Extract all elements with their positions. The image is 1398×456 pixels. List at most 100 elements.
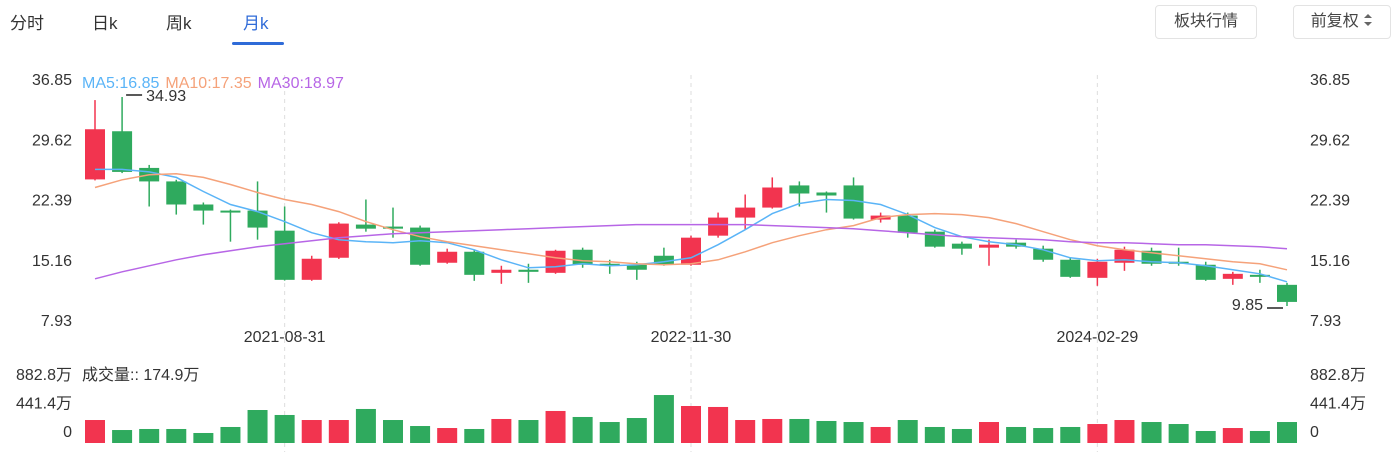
volume-bar <box>762 418 783 443</box>
volume-bar <box>518 420 539 443</box>
candle-body <box>951 243 972 249</box>
volume-bar <box>166 428 187 443</box>
candle-body <box>410 227 431 265</box>
y-tick-label-right: 36.85 <box>1310 72 1350 89</box>
tab-underline <box>232 42 284 45</box>
volume-bar <box>139 428 160 443</box>
candle-body <box>518 269 539 272</box>
candle-body <box>979 244 999 248</box>
candle-body <box>816 192 837 196</box>
candle-body <box>681 237 701 265</box>
x-tick-label: 2024-02-29 <box>1056 329 1138 346</box>
volume-bar <box>193 432 214 443</box>
volume-bar <box>735 420 756 443</box>
volume-bar <box>653 395 674 443</box>
tab[interactable]: 月k <box>243 14 269 33</box>
volume-bar <box>599 422 620 443</box>
volume-bar <box>681 406 701 443</box>
y-tick-label-right: 7.93 <box>1310 313 1341 330</box>
volume-bar <box>1277 422 1297 443</box>
x-tick-label: 2022-11-30 <box>651 329 732 346</box>
candle-body <box>464 251 485 275</box>
volume-bar <box>870 426 891 443</box>
candle-body <box>491 269 512 273</box>
volume-bar <box>816 420 837 443</box>
legend-entry: MA10:17.35 <box>165 75 251 92</box>
candle-body <box>1222 273 1243 279</box>
candle-body <box>437 251 458 263</box>
candle-body <box>545 250 566 273</box>
volume-bar <box>843 422 864 443</box>
toolbar: 分时 日k 周k 月k 板块行情 前复权 <box>0 0 1398 60</box>
candle-body <box>328 223 349 258</box>
candle-body <box>139 167 160 182</box>
volume-bar <box>1141 422 1162 443</box>
sort-icon <box>1364 14 1373 26</box>
ma-line <box>94 173 1288 271</box>
candle-body <box>1114 249 1135 263</box>
candle-body <box>1249 274 1270 277</box>
candle-body <box>789 185 810 194</box>
volume-bar <box>491 418 512 443</box>
volume-bar <box>1249 430 1270 443</box>
x-tick-label: 2021-08-31 <box>244 329 326 346</box>
candle-body <box>1168 261 1189 264</box>
tab[interactable]: 周k <box>166 14 192 33</box>
y-tick-label-right: 0 <box>1310 424 1319 441</box>
volume-bar <box>1195 430 1216 443</box>
candle-body <box>653 255 674 265</box>
candle-body <box>1060 259 1081 277</box>
candle-body <box>1033 248 1054 260</box>
candle-body <box>870 215 891 220</box>
tab[interactable]: 分时 <box>10 14 44 33</box>
volume-bar <box>924 426 945 443</box>
candle-body <box>1141 250 1162 264</box>
volume-bar <box>464 428 485 443</box>
volume-bar <box>247 410 268 443</box>
candle-body <box>193 204 214 211</box>
volume-bar <box>979 422 999 443</box>
volume-bar <box>355 408 376 443</box>
volume-bar <box>1222 428 1243 443</box>
button-label: 前复权 <box>1310 13 1359 30</box>
y-tick-label: 22.39 <box>32 193 72 210</box>
candle-body <box>220 210 241 213</box>
max-label: 34.93 <box>146 88 186 105</box>
dropdown[interactable]: 前复权 <box>1293 5 1391 39</box>
y-tick-label: 441.4万 <box>16 396 72 413</box>
candle-body <box>924 231 945 247</box>
y-tick-label-right: 882.8万 <box>1310 367 1366 384</box>
volume-bar <box>1006 426 1027 443</box>
volume-bar <box>274 414 295 443</box>
volume-bar <box>301 420 322 443</box>
candle-body <box>1195 264 1216 280</box>
y-tick-label: 0 <box>63 424 72 441</box>
candle-body <box>1277 284 1297 302</box>
volume-bar <box>626 418 647 443</box>
volume-bar <box>1033 428 1054 443</box>
volume-bar <box>545 410 566 443</box>
volume-bar <box>572 416 593 443</box>
legend-entry: MA5:16.85 <box>82 75 159 92</box>
tab[interactable]: 日k <box>92 14 118 33</box>
candle-body <box>1006 242 1027 247</box>
candle-body <box>301 258 322 280</box>
candle-body <box>383 226 403 229</box>
candle-body <box>843 185 864 219</box>
volume-bar <box>951 428 972 443</box>
volume-bar <box>1087 424 1108 443</box>
y-tick-label-right: 441.4万 <box>1310 396 1366 413</box>
candle-body <box>247 210 268 228</box>
legend-entry: MA30:18.97 <box>258 75 344 92</box>
ma-line <box>94 223 1288 280</box>
candle-body <box>762 187 783 208</box>
min-label: 9.85 <box>1232 297 1263 314</box>
button[interactable]: 板块行情 <box>1155 5 1257 39</box>
candle-body <box>572 249 593 265</box>
y-tick-label: 7.93 <box>41 313 72 330</box>
candle-body <box>85 129 105 180</box>
candle-body <box>599 263 620 266</box>
volume-bar <box>1114 420 1135 443</box>
y-tick-label: 36.85 <box>32 72 72 89</box>
candle-body <box>112 131 133 172</box>
